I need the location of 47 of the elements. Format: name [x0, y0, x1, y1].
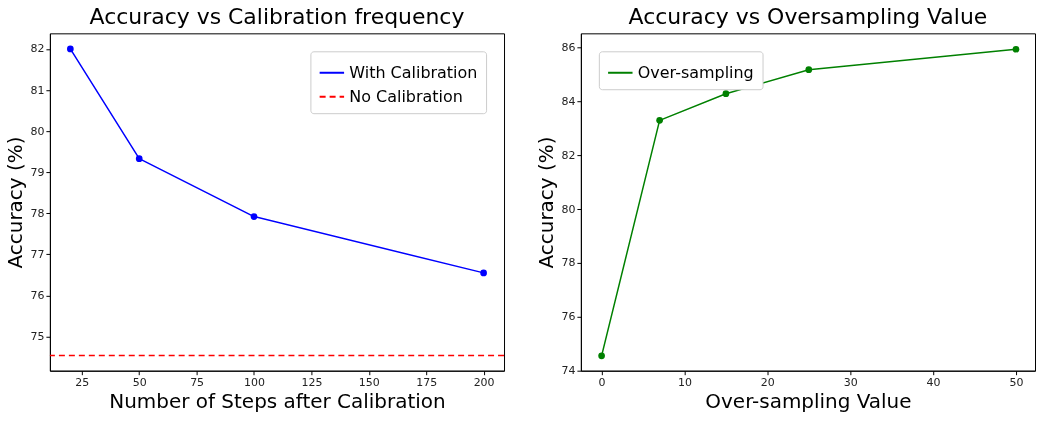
y-tick-label: 78 [30, 206, 45, 220]
y-tick-label: 76 [30, 288, 45, 302]
point [805, 66, 813, 74]
x-axis-title: Over-sampling Value [705, 389, 912, 414]
x-tick-label: 175 [416, 376, 438, 390]
x-tick-label: 50 [1009, 376, 1024, 390]
x-tick-label: 10 [677, 376, 692, 390]
legend-label: No Calibration [349, 86, 463, 106]
legend-label: Over-sampling [637, 62, 754, 82]
x-tick-label: 40 [926, 376, 941, 390]
y-tick-label: 80 [561, 202, 576, 216]
y-tick-label: 75 [30, 330, 45, 344]
point [135, 155, 143, 162]
y-tick-label: 78 [561, 256, 576, 270]
x-tick-label: 25 [75, 376, 90, 390]
x-tick-label: 75 [190, 376, 205, 390]
y-tick-label: 76 [561, 310, 576, 324]
chart-title: Accuracy vs Oversampling Value [628, 4, 988, 30]
point [1012, 45, 1020, 53]
y-tick-label: 80 [30, 124, 45, 138]
y-tick-label: 79 [30, 165, 45, 179]
x-tick-label: 100 [244, 376, 265, 390]
x-tick-label: 50 [132, 376, 147, 390]
x-tick-label: 20 [760, 376, 775, 390]
point [598, 352, 605, 360]
y-axis-title: Accuracy (%) [3, 136, 28, 269]
x-axis-title: Number of Steps after Calibration [109, 389, 446, 414]
x-tick-label: 125 [301, 376, 323, 390]
point [480, 269, 487, 277]
x-tick-label: 30 [843, 376, 858, 390]
x-tick-label: 150 [358, 376, 380, 390]
y-tick-label: 82 [30, 42, 45, 56]
y-tick-label: 74 [561, 364, 576, 378]
legend-label: With Calibration [349, 62, 478, 82]
x-tick-label: 200 [473, 376, 495, 390]
y-tick-label: 77 [30, 247, 45, 261]
point [250, 213, 258, 220]
y-tick-label: 86 [561, 40, 576, 54]
y-tick-label: 82 [561, 148, 576, 162]
chart-title: Accuracy vs Calibration frequency [89, 4, 465, 30]
x-tick-label: 0 [598, 376, 606, 390]
point [66, 45, 74, 53]
y-tick-label: 84 [561, 94, 576, 108]
y-tick-label: 81 [30, 83, 45, 97]
y-axis-title: Accuracy (%) [534, 136, 559, 269]
point [656, 117, 663, 124]
point [722, 90, 730, 98]
